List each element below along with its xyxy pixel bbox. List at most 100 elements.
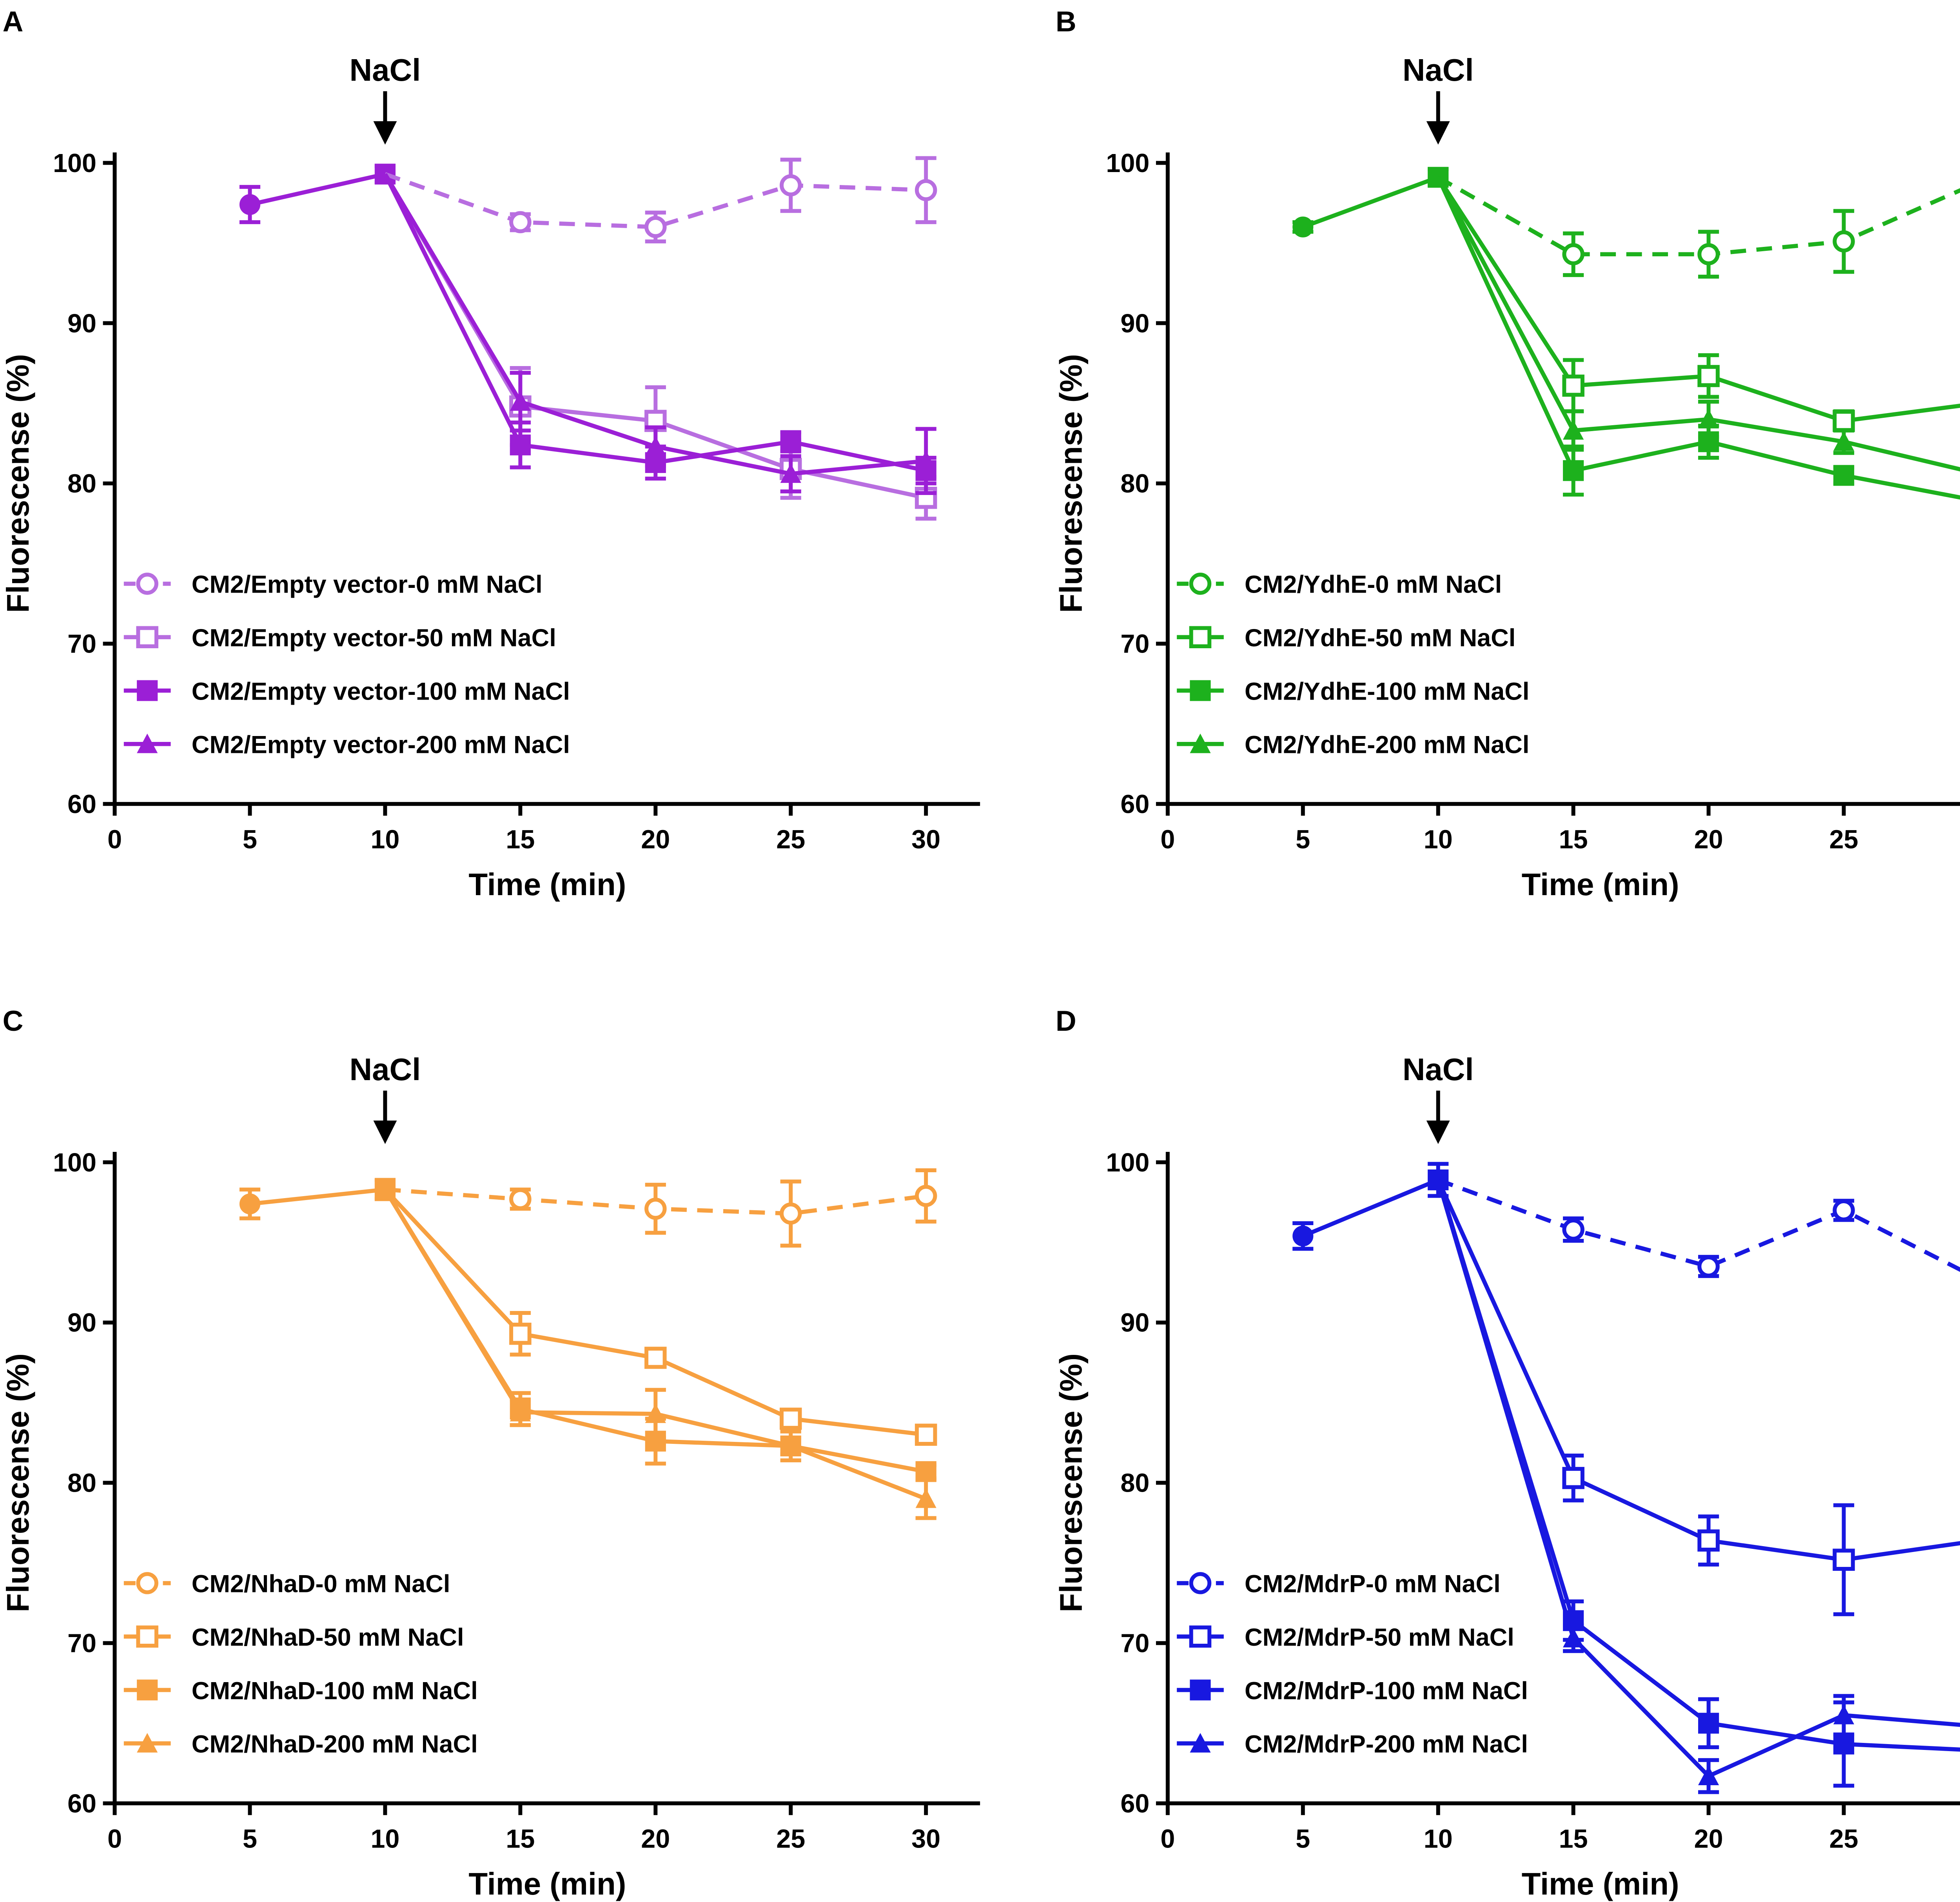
legend-entry-label: CM2/MdrP-50 mM NaCl — [1245, 1624, 1514, 1651]
series-3-point — [915, 450, 936, 470]
nacl-annotation-label: NaCl — [1403, 1052, 1474, 1087]
series-0-point — [1697, 1255, 1720, 1278]
y-tick-label: 70 — [67, 630, 96, 659]
y-axis-label: Fluorescense (%) — [0, 1353, 35, 1612]
nacl-annotation-label: NaCl — [350, 1052, 421, 1087]
nacl-arrow-head — [373, 1121, 397, 1144]
x-tick-label: 10 — [1424, 1824, 1453, 1853]
legend-swatch-marker — [1189, 626, 1212, 648]
chart-panel-b: B60708090100051015202530Time (min)Fluore… — [1053, 6, 1960, 902]
series-line-0 — [1437, 1178, 1960, 1272]
series-2-point — [1698, 1713, 1719, 1734]
baseline-point — [239, 194, 261, 215]
legend-swatch-marker — [1189, 1572, 1212, 1594]
y-tick-label: 70 — [1120, 630, 1149, 659]
x-tick-label: 0 — [1160, 825, 1175, 854]
x-axis-label: Time (min) — [1522, 867, 1679, 902]
legend-swatch-marker — [136, 626, 158, 648]
x-tick-label: 10 — [370, 825, 399, 854]
legend-entry-label: CM2/NhaD-100 mM NaCl — [192, 1677, 478, 1704]
y-tick-label: 100 — [53, 1148, 96, 1177]
panel-label: A — [3, 6, 24, 38]
series-0-point — [1697, 243, 1720, 265]
series-0-point — [1562, 1218, 1584, 1241]
series-2-point — [510, 434, 531, 455]
legend-swatch-marker — [1190, 1679, 1211, 1701]
legend-swatch-marker — [137, 733, 158, 753]
x-tick-label: 0 — [107, 1824, 122, 1853]
series-1-point — [915, 1423, 937, 1446]
series-1-point — [779, 1407, 802, 1430]
series-1-point — [644, 1347, 667, 1369]
x-tick-label: 15 — [506, 825, 535, 854]
y-axis-label: Fluorescense (%) — [1053, 1353, 1088, 1612]
series-3-point — [510, 391, 531, 411]
legend-swatch-marker — [136, 1572, 158, 1594]
nacl-arrow-head — [1426, 1121, 1450, 1144]
legend-swatch-marker — [1189, 573, 1212, 595]
chart-panel-d: D60708090100051015202530Time (min)Fluore… — [1053, 1005, 1960, 1901]
y-axis-label: Fluorescense (%) — [1053, 354, 1088, 613]
chart-panel-c: C 60 70 80 90 100 0 5 10 15 20 25 30 Time (min) Fluore… — [0, 1005, 980, 1901]
x-tick-label: 0 — [107, 825, 122, 854]
series-1-point — [1697, 1529, 1720, 1552]
x-tick-label: 10 — [370, 1824, 399, 1853]
series-0-point — [915, 1185, 937, 1207]
x-tick-label: 25 — [776, 1824, 805, 1853]
y-tick-label: 60 — [1120, 1790, 1149, 1819]
y-tick-label: 80 — [67, 1469, 96, 1498]
series-2-point — [1833, 465, 1855, 486]
series-0-point — [1833, 1199, 1855, 1222]
baseline-line — [1302, 1178, 1439, 1238]
panel-label: C — [3, 1005, 24, 1037]
y-tick-label: 60 — [67, 790, 96, 819]
x-tick-label: 15 — [1559, 1824, 1588, 1853]
legend-swatch-marker — [1190, 1733, 1211, 1753]
series-3-point — [645, 436, 666, 456]
legend-entry-label: CM2/MdrP-0 mM NaCl — [1245, 1570, 1501, 1598]
x-tick-label: 5 — [1296, 825, 1310, 854]
x-tick-label: 20 — [641, 825, 670, 854]
x-axis-label: Time (min) — [468, 1866, 626, 1901]
nacl-arrow-head — [1426, 121, 1450, 145]
x-tick-label: 20 — [1694, 825, 1723, 854]
y-tick-label: 60 — [67, 1790, 96, 1819]
series-3-point — [1833, 1704, 1855, 1724]
series-3-point — [1563, 1628, 1584, 1648]
x-tick-label: 15 — [506, 1824, 535, 1853]
series-3-point — [510, 1402, 531, 1422]
legend-entry-label: CM2/MdrP-200 mM NaCl — [1245, 1731, 1528, 1758]
series-3-point — [780, 463, 801, 483]
legend-entry-label: CM2/YdhE-100 mM NaCl — [1245, 678, 1529, 705]
series-0-point — [779, 1202, 802, 1225]
series-3-point — [780, 1435, 801, 1455]
legend-swatch-marker — [1190, 733, 1211, 753]
chart-panel-a: A 60 70 80 90 100 0 5 10 15 20 25 30 Time (min) Fluore… — [0, 6, 980, 902]
legend-swatch-marker — [136, 573, 158, 595]
legend-entry-label: CM2/YdhE-50 mM NaCl — [1245, 624, 1515, 652]
x-tick-label: 30 — [911, 1824, 940, 1853]
x-tick-label: 30 — [911, 825, 940, 854]
legend-swatch-marker — [137, 1679, 158, 1701]
series-0-point — [509, 1188, 532, 1210]
series-3-point — [1833, 431, 1855, 451]
series-2-point — [1833, 1733, 1855, 1755]
baseline-line — [1302, 175, 1439, 229]
legend-entry-label: CM2/YdhE-200 mM NaCl — [1245, 731, 1529, 759]
panel-label: D — [1056, 1005, 1076, 1037]
series-1-point — [1562, 374, 1584, 397]
y-tick-label: 80 — [1120, 470, 1149, 499]
legend-entry-label: CM2/Empty vector-0 mM NaCl — [192, 571, 543, 598]
x-axis-label: Time (min) — [468, 867, 626, 902]
legend-entry-label: CM2/YdhE-0 mM NaCl — [1245, 571, 1502, 598]
y-tick-label: 90 — [67, 1309, 96, 1338]
y-axis-label: Fluorescense (%) — [0, 354, 35, 613]
series-0-point — [644, 1197, 667, 1220]
series-3-point — [1698, 1766, 1719, 1786]
x-tick-label: 20 — [641, 1824, 670, 1853]
series-3-point — [645, 1403, 666, 1423]
y-tick-label: 90 — [1120, 1309, 1149, 1338]
legend-swatch-marker — [137, 1733, 158, 1753]
series-line-0 — [1437, 175, 1960, 256]
legend-entry-label: CM2/Empty vector-200 mM NaCl — [192, 731, 570, 759]
